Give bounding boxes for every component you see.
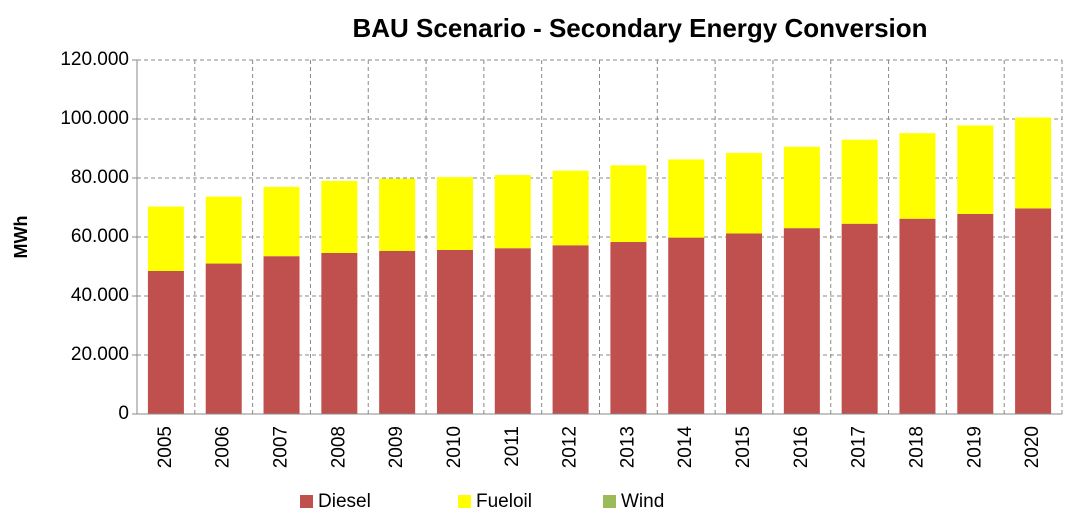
bar [147, 270, 184, 414]
bar [436, 249, 473, 414]
x-tick-label: 2014 [675, 426, 696, 469]
legend-label: Fueloil [476, 491, 532, 512]
bar [494, 175, 531, 249]
x-tick-label: 2009 [386, 426, 407, 468]
bar [205, 263, 242, 414]
chart-title: BAU Scenario - Secondary Energy Conversi… [352, 13, 927, 43]
bar [783, 228, 820, 414]
legend-label: Diesel [318, 491, 371, 512]
x-tick-label: 2018 [906, 426, 927, 468]
x-tick-label: 2007 [271, 426, 292, 468]
bar [147, 206, 184, 271]
bar [957, 213, 994, 414]
y-tick-label: 0 [118, 403, 129, 424]
bar [436, 177, 473, 250]
bar [841, 139, 878, 224]
bar [668, 159, 705, 238]
y-tick-label: 80.000 [71, 167, 129, 188]
bar [379, 178, 416, 251]
bar [783, 146, 820, 229]
bar [1015, 117, 1052, 209]
legend-swatch [603, 495, 616, 508]
x-tick-label: 2019 [964, 426, 985, 468]
bar [899, 218, 936, 414]
bar [379, 250, 416, 414]
bar [321, 180, 358, 253]
legend-swatch [458, 495, 471, 508]
y-tick-label: 60.000 [71, 226, 129, 247]
bar [494, 248, 531, 414]
bar [1015, 208, 1052, 414]
y-tick-label: 100.000 [60, 108, 129, 129]
x-tick-label: 2016 [791, 426, 812, 468]
bar [552, 170, 589, 246]
x-tick-label: 2008 [328, 426, 349, 468]
bar [668, 237, 705, 414]
bar [263, 256, 300, 414]
bar [610, 242, 647, 414]
x-tick-label: 2010 [444, 426, 465, 468]
bar [205, 196, 242, 264]
x-tick-label: 2017 [849, 426, 870, 468]
x-tick-label: 2011 [502, 426, 523, 467]
x-tick-label: 2006 [213, 426, 234, 468]
x-tick-label: 2012 [560, 426, 581, 468]
y-tick-label: 20.000 [71, 344, 129, 365]
x-tick-label: 2015 [733, 426, 754, 468]
bar [726, 233, 763, 414]
bar [957, 125, 994, 214]
bar [552, 245, 589, 414]
legend-label: Wind [621, 491, 664, 512]
x-tick-label: 2013 [617, 426, 638, 468]
bar [841, 223, 878, 414]
y-tick-label: 40.000 [71, 285, 129, 306]
y-axis-label: MWh [11, 216, 31, 259]
bar [263, 186, 300, 257]
x-tick-label: 2005 [155, 426, 176, 468]
bar [726, 152, 763, 234]
x-tick-label: 2020 [1022, 426, 1043, 468]
bar [610, 165, 647, 243]
bar [321, 252, 358, 414]
bar [899, 133, 936, 219]
y-tick-label: 120.000 [60, 49, 129, 70]
legend-swatch [300, 495, 313, 508]
